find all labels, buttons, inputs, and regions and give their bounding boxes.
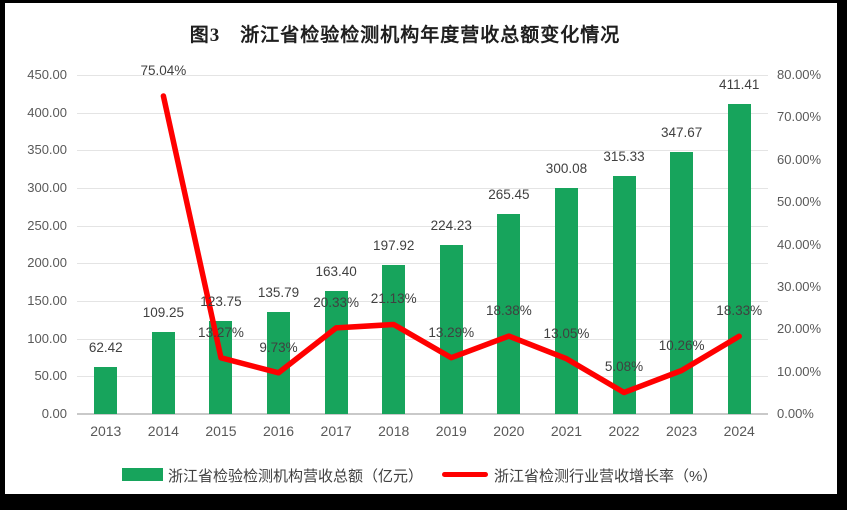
bar-value-label-2019: 224.23 xyxy=(430,218,472,234)
legend-line-swatch xyxy=(442,472,488,477)
bar-2024 xyxy=(727,104,751,414)
left-tick-400: 400.00 xyxy=(27,104,67,120)
gridline-400 xyxy=(77,112,768,114)
right-tick-0: 0.00% xyxy=(777,406,814,421)
x-label-2015: 2015 xyxy=(205,423,237,439)
gridline-200 xyxy=(77,263,768,265)
bar-value-label-2016: 135.79 xyxy=(257,284,300,300)
bar-value-label-2018: 197.92 xyxy=(373,237,415,253)
legend-bar-label: 浙江省检验检测机构营收总额（亿元） xyxy=(168,468,424,485)
x-label-2013: 2013 xyxy=(90,423,122,439)
bar-value-label-2023: 347.67 xyxy=(660,125,703,141)
left-tick-100: 100.00 xyxy=(27,330,67,346)
x-label-2014: 2014 xyxy=(147,423,179,439)
right-tick-80: 80.00% xyxy=(777,67,822,82)
left-tick-250: 250.00 xyxy=(27,217,67,233)
bar-2013 xyxy=(94,366,118,414)
gridline-300 xyxy=(77,188,768,189)
rate-label-2018: 21.13% xyxy=(370,291,417,307)
left-tick-450: 450.00 xyxy=(27,67,67,82)
bar-value-label-2013: 62.42 xyxy=(88,339,123,355)
legend: 浙江省检验检测机构营收总额（亿元） 浙江省检测行业营收增长率（%） xyxy=(5,464,847,486)
bar-2021 xyxy=(554,187,578,414)
right-tick-70: 70.00% xyxy=(777,109,822,125)
x-label-2018: 2018 xyxy=(378,423,410,439)
rate-label-2022: 5.08% xyxy=(604,359,644,375)
right-tick-60: 60.00% xyxy=(777,151,822,167)
bar-value-label-2021: 300.08 xyxy=(545,160,588,176)
left-tick-50: 50.00 xyxy=(34,368,67,384)
gridline-350 xyxy=(77,150,768,152)
bar-value-label-2015: 123.75 xyxy=(200,293,242,309)
rate-label-2019: 13.29% xyxy=(428,324,475,340)
gridline-150 xyxy=(77,301,768,302)
left-tick-350: 350.00 xyxy=(27,142,67,158)
right-tick-50: 50.00% xyxy=(777,194,822,210)
x-label-2017: 2017 xyxy=(320,423,352,439)
bar-value-label-2024: 411.41 xyxy=(719,77,760,93)
gridline-250 xyxy=(77,225,768,227)
bar-2018 xyxy=(382,264,406,414)
x-label-2021: 2021 xyxy=(550,423,583,439)
rate-label-2014: 75.04% xyxy=(140,63,187,79)
rate-label-2023: 10.26% xyxy=(658,337,705,353)
x-label-2019: 2019 xyxy=(435,423,467,439)
left-tick-0: 0.00 xyxy=(41,406,67,421)
left-tick-200: 200.00 xyxy=(27,255,67,271)
rate-label-2015: 13.27% xyxy=(198,324,244,340)
gridline-450 xyxy=(77,75,768,76)
left-tick-300: 300.00 xyxy=(27,180,67,195)
x-label-2020: 2020 xyxy=(493,423,525,439)
bar-value-label-2017: 163.40 xyxy=(315,263,357,279)
x-label-2016: 2016 xyxy=(262,423,295,439)
gridline-50 xyxy=(77,376,768,378)
right-tick-30: 30.00% xyxy=(777,278,822,294)
legend-line-label: 浙江省检测行业营收增长率（%） xyxy=(494,468,718,485)
x-label-2024: 2024 xyxy=(723,423,755,439)
left-tick-150: 150.00 xyxy=(27,293,67,308)
right-tick-10: 10.00% xyxy=(777,363,822,379)
bar-value-label-2020: 265.45 xyxy=(488,187,530,203)
bar-2014 xyxy=(151,331,175,414)
bar-2016 xyxy=(267,311,291,414)
chart-title: 图3 浙江省检验检测机构年度营收总额变化情况 xyxy=(189,25,621,46)
rate-label-2020: 18.38% xyxy=(485,303,532,319)
bar-2022 xyxy=(612,176,636,414)
right-tick-20: 20.00% xyxy=(777,321,822,337)
rate-label-2024: 18.33% xyxy=(716,303,763,319)
bar-value-label-2014: 109.25 xyxy=(142,304,185,320)
rate-label-2017: 20.33% xyxy=(313,294,360,310)
x-label-2022: 2022 xyxy=(608,423,640,439)
x-label-2023: 2023 xyxy=(666,423,698,439)
bar-value-label-2022: 315.33 xyxy=(603,149,645,165)
right-tick-40: 40.00% xyxy=(777,236,822,252)
chart-canvas: 图3 浙江省检验检测机构年度营收总额变化情况 0.00 50.00 100.00 15… xyxy=(5,3,837,494)
rate-label-2016: 9.73% xyxy=(259,339,298,355)
bar-2023 xyxy=(670,152,694,414)
legend-bar-swatch xyxy=(122,468,163,481)
rate-label-2021: 13.05% xyxy=(543,325,590,341)
gridline-0 xyxy=(77,413,768,415)
